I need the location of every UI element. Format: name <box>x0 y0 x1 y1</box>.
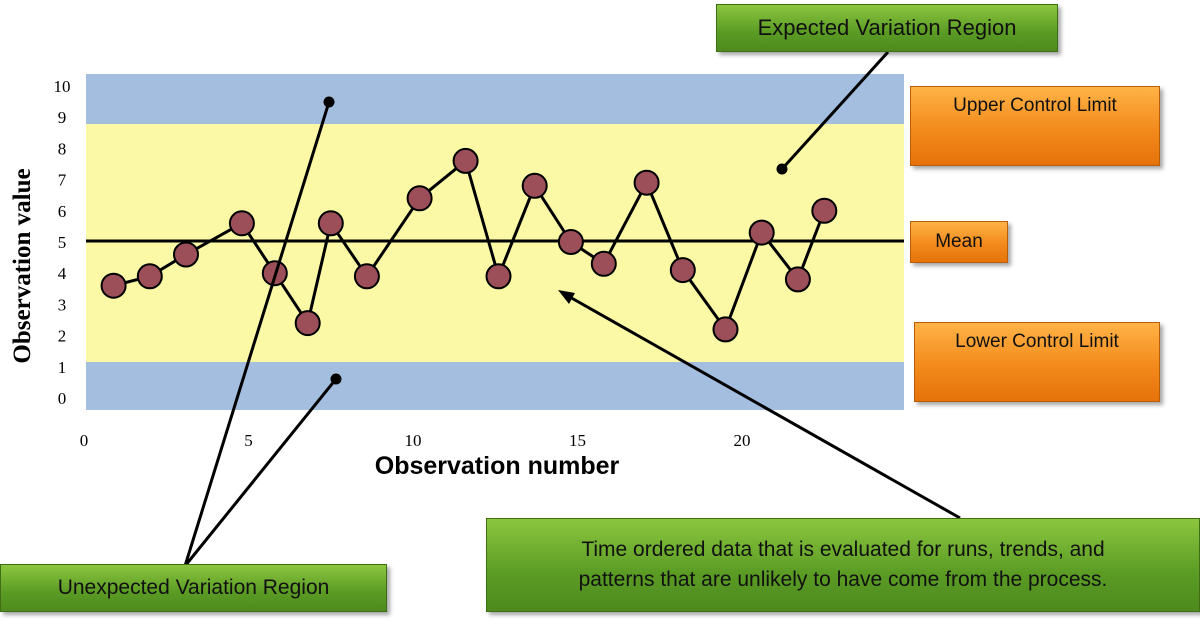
callout-arrowhead-time-ordered <box>558 290 575 304</box>
y-tick-label: 10 <box>54 77 71 96</box>
callout-lines <box>183 50 961 567</box>
data-point <box>811 197 838 224</box>
y-tick-label: 7 <box>58 171 67 190</box>
data-point <box>669 257 696 284</box>
data-point <box>590 250 617 277</box>
mean-label: Mean <box>910 221 1008 263</box>
x-axis-ticks: 0 5 10 15 20 <box>80 431 751 450</box>
data-point <box>353 263 380 290</box>
data-point <box>452 147 479 174</box>
x-tick-label: 5 <box>244 431 253 450</box>
y-tick-label: 4 <box>58 264 67 283</box>
data-point <box>100 272 127 299</box>
callout-line-expected <box>780 50 890 171</box>
expected-variation-region-text: Expected Variation Region <box>757 15 1017 40</box>
y-tick-label: 1 <box>58 358 67 377</box>
data-point <box>748 219 775 246</box>
unexpected-variation-region-label: Unexpected Variation Region <box>0 564 387 612</box>
x-tick-label: 0 <box>80 431 89 450</box>
data-point <box>521 172 548 199</box>
y-tick-label: 2 <box>58 327 67 346</box>
data-point <box>317 210 344 237</box>
data-point <box>294 310 321 337</box>
lower-control-limit-label: Lower Control Limit <box>914 322 1160 402</box>
callout-dot-expected <box>776 163 788 175</box>
data-points <box>100 147 838 343</box>
data-point <box>712 316 739 343</box>
callout-line-unexpected-lower <box>183 378 338 567</box>
data-point <box>485 263 512 290</box>
callout-dot-unexpected-upper <box>323 96 335 108</box>
data-point <box>228 210 255 237</box>
callout-dot-unexpected-lower <box>330 373 342 385</box>
x-tick-label: 15 <box>569 431 586 450</box>
x-tick-label: 20 <box>734 431 751 450</box>
data-point <box>136 263 163 290</box>
time-ordered-note-line-1: Time ordered data that is evaluated for … <box>581 537 1105 561</box>
upper-control-limit-label: Upper Control Limit <box>910 86 1160 166</box>
unexpected-variation-region-text: Unexpected Variation Region <box>57 576 330 599</box>
upper-unexpected-region <box>86 74 904 124</box>
time-ordered-note-line-2: patterns that are unlikely to have come … <box>578 568 1108 591</box>
y-tick-label: 9 <box>58 108 67 127</box>
data-point <box>557 229 584 255</box>
y-tick-label: 8 <box>58 139 67 158</box>
data-point <box>406 185 433 212</box>
upper-control-limit-text: Upper Control Limit <box>953 95 1117 116</box>
y-axis-label: Observation value <box>9 168 36 363</box>
callout-line-unexpected-upper <box>183 101 331 567</box>
y-axis-ticks: 0 1 2 3 4 5 6 7 8 9 10 <box>54 77 71 408</box>
data-point <box>633 169 660 196</box>
lower-control-limit-text: Lower Control Limit <box>955 331 1119 352</box>
expected-variation-region-label: Expected Variation Region <box>716 4 1058 52</box>
x-axis-label: Observation number <box>375 452 620 480</box>
y-tick-label: 3 <box>58 295 67 314</box>
lower-unexpected-region <box>86 362 904 410</box>
mean-text: Mean <box>935 231 983 252</box>
x-tick-label: 10 <box>405 431 422 450</box>
time-ordered-data-note: Time ordered data that is evaluated for … <box>486 518 1200 612</box>
y-tick-label: 5 <box>58 233 67 252</box>
y-tick-label: 6 <box>58 202 67 221</box>
data-point <box>173 241 199 268</box>
data-point <box>784 266 811 293</box>
callout-line-time-ordered <box>567 294 961 520</box>
y-tick-label: 0 <box>58 389 67 408</box>
